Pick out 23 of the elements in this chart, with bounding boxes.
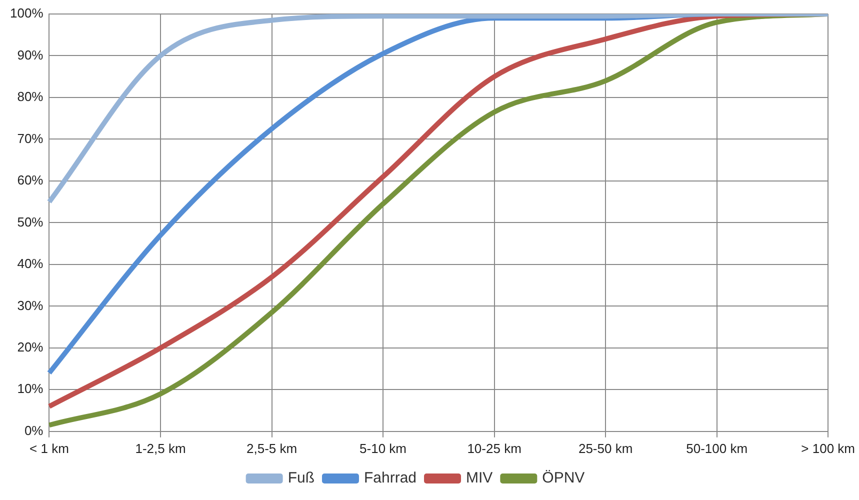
x-tick-label: 2,5-5 km — [246, 440, 298, 456]
y-tick-label: 70% — [17, 130, 44, 146]
x-tick-label: 5-10 km — [360, 440, 407, 456]
y-tick-label: 50% — [17, 214, 44, 230]
legend-label: Fahrrad — [364, 470, 417, 487]
y-tick-label: 0% — [24, 422, 44, 438]
y-tick-label: 10% — [17, 381, 44, 396]
y-tick-label: 20% — [17, 340, 44, 354]
y-tick-label: 60% — [17, 172, 44, 188]
x-tick-label: 10-25 km — [467, 440, 522, 456]
x-tick-label: 50-100 km — [686, 440, 748, 456]
legend-label: MIV — [466, 470, 493, 487]
x-tick-label: 1-2,5 km — [135, 440, 186, 456]
y-tick-label: 30% — [17, 298, 44, 313]
y-tick-label: 40% — [17, 256, 44, 272]
y-tick-label: 100% — [10, 6, 44, 21]
x-tick-label: > 100 km — [801, 440, 856, 456]
x-tick-label: 25-50 km — [578, 440, 633, 456]
legend-label: Fuß — [288, 470, 314, 487]
legend-label: ÖPNV — [542, 470, 585, 487]
y-tick-label: 80% — [17, 89, 44, 104]
x-tick-label: < 1 km — [30, 440, 69, 456]
y-tick-label: 90% — [17, 47, 44, 62]
